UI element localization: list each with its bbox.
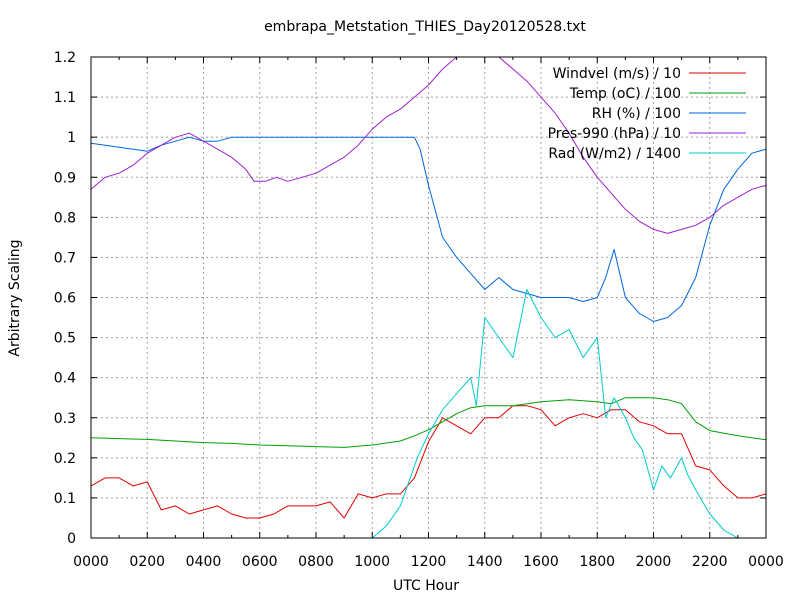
legend-label: RH (%) / 100	[592, 106, 681, 122]
x-tick-label: 0600	[242, 554, 278, 570]
y-tick-label: 0.1	[54, 491, 76, 507]
x-axis-label: UTC Hour	[393, 578, 459, 594]
y-tick-label: 1.2	[54, 50, 76, 66]
x-tick-label: 1000	[354, 554, 390, 570]
series-line-1	[91, 405, 766, 519]
x-tick-label: 0000	[73, 554, 109, 570]
x-tick-label: 0200	[129, 554, 165, 570]
legend-label: Rad (W/m2) / 1400	[548, 146, 681, 162]
ticks-layer: 0 0.1 0.2 0.3 0.4 0.5 0.6 0.7 0.8 0.9 1 1.1 1.2 0000 0…	[54, 50, 784, 570]
x-tick-label: 2200	[692, 554, 728, 570]
series-layer	[91, 57, 766, 538]
x-tick-label: 0400	[186, 554, 222, 570]
y-tick-label: 0.3	[54, 411, 76, 427]
x-tick-label: 1200	[411, 554, 447, 570]
y-tick-label: 0.4	[54, 371, 76, 387]
y-tick-label: 0	[67, 531, 76, 547]
y-tick-label: 1.1	[54, 90, 76, 106]
x-tick-label: 1400	[467, 554, 503, 570]
legend-label: Pres-990 (hPa) / 10	[548, 126, 681, 142]
y-tick-label: 0.7	[54, 250, 76, 266]
x-tick-label: 1800	[579, 554, 615, 570]
legend-label: Temp (oC) / 100	[569, 86, 681, 102]
series-line-5	[91, 289, 766, 538]
x-tick-label: 2000	[636, 554, 672, 570]
y-tick-label: 0.2	[54, 451, 76, 467]
x-tick-label: 0000	[748, 554, 784, 570]
legend-label: Windvel (m/s) / 10	[553, 66, 681, 82]
chart-title: embrapa_Metstation_THIES_Day20120528.txt	[264, 19, 586, 35]
y-tick-label: 0.5	[54, 331, 76, 347]
y-tick-label: 0.6	[54, 291, 76, 307]
x-tick-label: 0800	[298, 554, 334, 570]
y-tick-label: 0.9	[54, 170, 76, 186]
legend: Windvel (m/s) / 10 Temp (oC) / 100 RH (%) …	[548, 66, 746, 162]
y-tick-label: 1	[67, 130, 76, 146]
series-line-2	[91, 397, 766, 448]
y-axis-label: Arbitrary Scaling	[7, 239, 23, 356]
series-line-4	[91, 57, 766, 234]
series-line-3	[91, 136, 766, 322]
y-tick-label: 0.8	[54, 210, 76, 226]
x-tick-label: 1600	[523, 554, 559, 570]
